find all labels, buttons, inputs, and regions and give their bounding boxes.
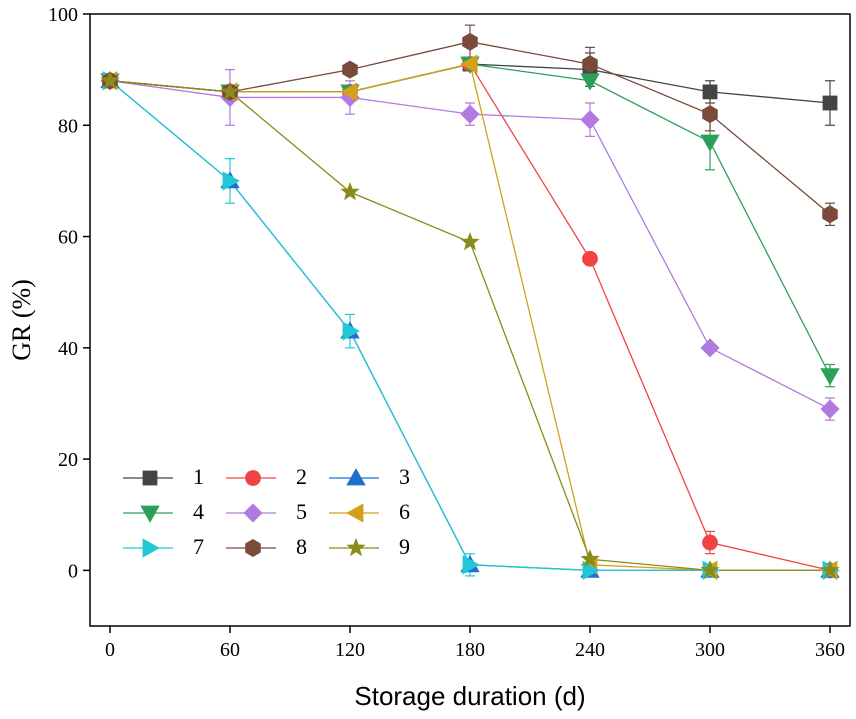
legend-marker — [346, 503, 364, 523]
point — [700, 560, 720, 579]
x-tick-label: 300 — [695, 639, 725, 661]
legend-entry: 1 — [123, 464, 204, 489]
point — [222, 171, 240, 191]
legend-marker — [243, 503, 263, 523]
point — [220, 81, 240, 101]
x-tick-label: 0 — [105, 639, 115, 661]
x-tick-label: 360 — [815, 639, 845, 661]
x-tick-label: 180 — [455, 639, 485, 661]
series-line — [109, 63, 830, 572]
legend-marker — [142, 470, 158, 486]
point — [462, 555, 480, 575]
legend-entry: 4 — [123, 499, 204, 524]
point — [822, 205, 838, 224]
point — [460, 104, 480, 124]
x-tick-label: 60 — [220, 639, 240, 661]
legend-marker — [142, 538, 160, 558]
point — [340, 181, 360, 201]
legend-entry: 8 — [226, 534, 307, 559]
y-tick-label: 60 — [58, 227, 78, 249]
point — [460, 54, 478, 74]
y-tick-label: 80 — [58, 115, 78, 137]
x-tick-label: 240 — [575, 639, 605, 661]
legend-marker — [346, 537, 366, 557]
legend-entry: 7 — [123, 534, 204, 559]
point — [462, 32, 478, 51]
legend-entry: 5 — [226, 499, 307, 524]
point — [702, 105, 718, 124]
point — [582, 55, 598, 74]
point — [820, 399, 840, 419]
point — [460, 231, 480, 251]
series-line — [109, 80, 830, 572]
legend-marker — [346, 468, 366, 486]
x-axis-title: Storage duration (d) — [354, 681, 585, 711]
point — [822, 95, 838, 111]
legend-label: 4 — [193, 499, 204, 524]
point — [580, 549, 600, 568]
legend-marker — [245, 539, 261, 557]
point — [582, 250, 598, 267]
legend-entry: 6 — [329, 499, 410, 524]
point — [702, 534, 718, 551]
y-axis-title: GR (%) — [7, 279, 36, 361]
y-tick-label: 0 — [68, 560, 78, 582]
y-tick-label: 100 — [48, 4, 78, 26]
legend-label: 2 — [296, 464, 307, 489]
point — [702, 84, 718, 100]
point — [580, 110, 600, 130]
y-tick-label: 40 — [58, 338, 78, 360]
point — [700, 134, 720, 152]
point — [342, 60, 358, 79]
x-tick-label: 120 — [335, 639, 365, 661]
point — [820, 560, 840, 579]
point — [820, 368, 840, 386]
legend-label: 9 — [399, 534, 410, 559]
legend-marker — [245, 470, 261, 486]
point — [580, 73, 600, 91]
legend-label: 3 — [399, 464, 410, 489]
legend-entry: 3 — [329, 464, 410, 489]
point — [340, 82, 358, 102]
series-line — [109, 80, 830, 572]
y-tick-label: 20 — [58, 449, 78, 471]
point — [342, 321, 360, 341]
legend-label: 6 — [399, 499, 410, 524]
series-line — [109, 63, 831, 571]
legend-label: 8 — [296, 534, 307, 559]
legend-label: 7 — [193, 534, 204, 559]
point — [700, 338, 720, 358]
series-line — [109, 80, 830, 572]
legend-label: 5 — [296, 499, 307, 524]
legend-marker — [140, 505, 160, 523]
point — [582, 560, 600, 581]
legend-entry: 2 — [226, 464, 307, 489]
point — [100, 70, 120, 89]
legend-entry: 9 — [329, 534, 410, 559]
legend-label: 1 — [193, 464, 204, 489]
